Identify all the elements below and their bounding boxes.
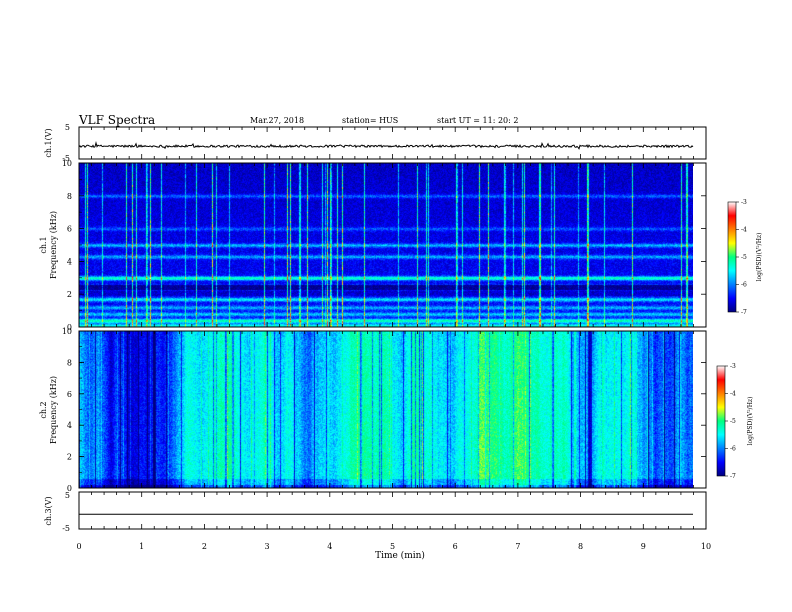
ch3-ylabel: ch.3(V) (44, 496, 53, 525)
colorbar-tick-label: -7 (730, 473, 736, 480)
figure-title: VLF Spectra (78, 113, 155, 127)
colorbar-tick-label: -6 (730, 446, 736, 453)
x-tick-label: 5 (390, 542, 395, 551)
y-tick-label: 10 (62, 327, 72, 336)
ch2-spec-ylabel: Frequency (kHz) (49, 376, 58, 444)
x-tick-label: 7 (515, 542, 520, 551)
ch3-waveform-panel: 5 -5 ch.3(V) (44, 491, 707, 533)
x-tick-label: 2 (202, 542, 207, 551)
x-tick-label: 1 (139, 542, 144, 551)
ch1-spec-ylabel-channel: ch.1 (39, 236, 48, 253)
ch1-ytick-bottom: -5 (62, 154, 70, 163)
colorbar-ch2-scale (716, 365, 726, 477)
station-label: station= HUS (342, 116, 398, 125)
colorbar-tick-label: -5 (730, 418, 736, 425)
colorbar-ch2-label: log(PSD)(V²/Hz) (747, 397, 754, 446)
start-time-label: start UT = 11: 20: 2 (437, 116, 518, 125)
y-tick-label: 10 (62, 159, 72, 168)
y-tick-label: 8 (67, 358, 72, 367)
colorbar-tick-label: -6 (741, 282, 747, 289)
y-tick-label: 2 (67, 453, 72, 462)
ch1-spectrogram-panel: 0 2 4 6 8 10 ch.1 Frequency (kHz) (39, 159, 707, 332)
colorbar-ch1-label: log(PSD)(V²/Hz) (756, 233, 763, 282)
ch3-ytick-top: 5 (65, 491, 70, 500)
y-tick-label: 4 (67, 257, 72, 266)
colorbar-tick-label: -3 (741, 199, 747, 206)
x-axis-tick-labels: 0 1 2 3 4 5 6 7 8 9 10 (76, 542, 711, 551)
ch3-ytick-bottom: -5 (62, 524, 70, 533)
ch1-waveform-panel: 5 -5 ch.1(V) (44, 123, 707, 163)
x-axis-label: Time (min) (375, 550, 425, 561)
x-tick-label: 0 (76, 542, 81, 551)
ch1-waveform-frame (78, 126, 707, 160)
ch1-ytick-top: 5 (65, 123, 70, 132)
date-label: Mar.27, 2018 (250, 116, 304, 125)
colorbar-ch2: -3 -4 -5 -6 -7 log(PSD)(V²/Hz) (716, 363, 754, 480)
x-tick-label: 6 (453, 542, 458, 551)
ch1-spec-ylabel: Frequency (kHz) (49, 211, 58, 279)
ch1-spectrogram-image (79, 163, 693, 327)
y-tick-label: 6 (67, 390, 72, 399)
colorbar-ch1: -3 -4 -5 -6 -7 log(PSD)(V²/Hz) (727, 199, 763, 316)
x-tick-label: 4 (327, 542, 332, 551)
colorbar-ch1-scale (727, 201, 737, 313)
y-tick-label: 6 (67, 225, 72, 234)
y-tick-label: 0 (67, 323, 72, 332)
y-tick-label: 2 (67, 290, 72, 299)
ch2-spectrogram-panel: 0 2 4 6 8 10 ch.2 Frequency (kHz) (39, 327, 707, 493)
colorbar-tick-label: -3 (730, 363, 736, 370)
ch2-spectrogram-image (79, 331, 693, 488)
y-tick-label: 0 (67, 484, 72, 493)
ch3-waveform-frame (78, 491, 707, 530)
colorbar-tick-label: -4 (741, 227, 747, 234)
x-tick-label: 8 (578, 542, 583, 551)
x-tick-label: 10 (701, 542, 711, 551)
x-tick-label: 3 (265, 542, 270, 551)
y-tick-label: 4 (67, 421, 72, 430)
ch1-ylabel: ch.1(V) (44, 128, 53, 157)
ch2-spec-ylabel-channel: ch.2 (39, 401, 48, 418)
colorbar-tick-label: -4 (730, 391, 736, 398)
ch1-waveform-trace (78, 140, 694, 150)
x-tick-label: 9 (641, 542, 646, 551)
y-tick-label: 8 (67, 192, 72, 201)
colorbar-tick-label: -7 (741, 309, 747, 316)
colorbar-tick-label: -5 (741, 254, 747, 261)
